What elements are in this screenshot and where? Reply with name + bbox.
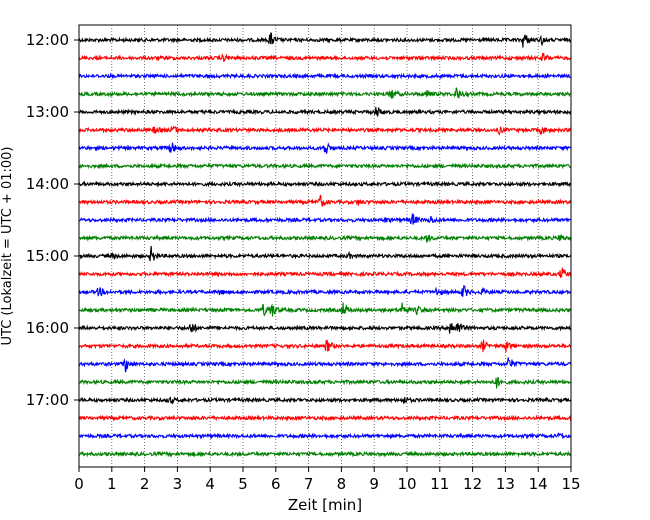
trace-1445 — [78, 234, 572, 243]
x-tick-label: 3 — [173, 475, 183, 493]
trace-1600 — [78, 323, 572, 334]
x-tick-label: 9 — [369, 475, 379, 493]
x-tick-label: 5 — [238, 475, 248, 493]
x-tick-label: 1 — [107, 475, 117, 493]
trace-1330 — [78, 142, 572, 154]
trace-1215 — [78, 52, 572, 63]
y-tick-label: 16:00 — [26, 319, 69, 337]
x-tick-label: 14 — [529, 475, 548, 493]
y-tick-label: 13:00 — [26, 103, 69, 121]
trace-1400 — [78, 180, 572, 188]
trace-1315 — [78, 125, 572, 136]
trace-1545 — [78, 302, 572, 317]
x-axis-label: Zeit [min] — [288, 496, 362, 514]
trace-1515 — [78, 267, 572, 279]
trace-1345 — [78, 162, 572, 170]
trace-1745 — [78, 450, 572, 458]
y-tick-label: 15:00 — [26, 247, 69, 265]
x-tick-label: 12 — [463, 475, 482, 493]
trace-1200 — [78, 31, 572, 48]
trace-1530 — [78, 285, 572, 297]
x-tick-label: 13 — [496, 475, 515, 493]
y-axis-label: UTC (Lokalzeit = UTC + 01:00) — [0, 147, 15, 346]
x-axis-ticks: 0 1 2 3 4 5 6 7 8 9 10 11 12 13 14 15 — [74, 467, 581, 493]
x-tick-label: 4 — [205, 475, 215, 493]
x-tick-label: 7 — [304, 475, 314, 493]
y-tick-label: 14:00 — [26, 175, 69, 193]
trace-1715 — [78, 414, 572, 422]
trace-1230 — [78, 72, 572, 80]
trace-1245 — [78, 87, 572, 99]
x-tick-label: 2 — [140, 475, 150, 493]
plot-frame — [78, 24, 572, 468]
trace-1415 — [78, 194, 572, 207]
x-tick-label: 8 — [337, 475, 347, 493]
x-tick-label: 6 — [271, 475, 281, 493]
x-tick-label: 10 — [397, 475, 416, 493]
trace-1730 — [78, 432, 572, 440]
trace-1500 — [78, 245, 572, 262]
x-tick-label: 15 — [561, 475, 580, 493]
y-tick-label: 17:00 — [26, 391, 69, 409]
y-axis-ticks: 12:00 13:00 14:00 15:00 16:00 17:00 — [26, 31, 79, 409]
trace-group — [78, 31, 572, 458]
trace-1645 — [78, 377, 572, 389]
trace-1430 — [78, 213, 572, 225]
x-tick-label: 11 — [430, 475, 449, 493]
trace-1630 — [78, 357, 572, 373]
trace-1615 — [78, 339, 572, 353]
y-tick-label: 12:00 — [26, 31, 69, 49]
x-tick-label: 0 — [74, 475, 84, 493]
trace-1700 — [78, 396, 572, 405]
trace-1300 — [78, 106, 572, 117]
